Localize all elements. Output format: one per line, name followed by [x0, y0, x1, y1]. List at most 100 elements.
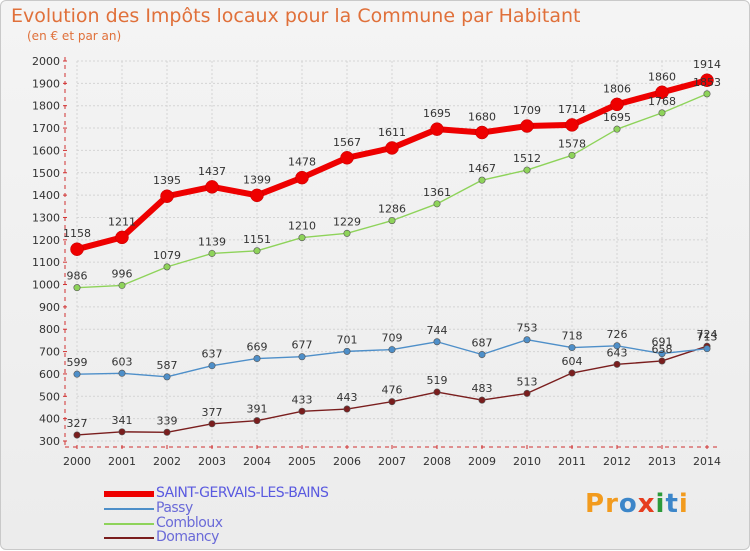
y-tick-label: 300	[39, 435, 60, 448]
data-point-passy	[478, 350, 486, 358]
data-point-passy	[253, 355, 261, 363]
data-point-passy	[433, 338, 441, 346]
data-point-passy	[208, 362, 216, 370]
data-label-passy: 587	[157, 359, 178, 372]
data-label-combloux: 996	[112, 267, 133, 280]
y-tick-label: 1700	[32, 122, 60, 135]
y-tick-label: 500	[39, 390, 60, 403]
data-point-saint-gervais	[475, 125, 489, 140]
data-label-saint-gervais: 1695	[423, 107, 451, 120]
data-label-passy: 599	[67, 356, 88, 369]
data-point-saint-gervais	[340, 151, 354, 165]
x-tick-label: 2009	[468, 455, 496, 468]
legend-swatch	[104, 491, 154, 497]
data-label-combloux: 1467	[468, 162, 496, 175]
data-point-passy	[613, 342, 621, 350]
data-label-passy: 677	[292, 339, 313, 352]
x-tick-label: 2014	[693, 455, 721, 468]
chart-title: Evolution des Impôts locaux pour la Comm…	[11, 5, 581, 27]
data-label-combloux: 1578	[558, 137, 586, 150]
data-label-saint-gervais: 1860	[648, 70, 676, 83]
x-tick-label: 2002	[153, 455, 181, 468]
data-point-domancy	[388, 398, 396, 406]
data-label-domancy: 658	[652, 343, 673, 356]
x-tick-label: 2006	[333, 455, 361, 468]
logo-letter: r	[605, 489, 619, 519]
data-point-domancy	[208, 420, 216, 428]
data-point-domancy	[298, 407, 306, 415]
data-label-saint-gervais: 1567	[333, 136, 361, 149]
data-point-combloux	[73, 284, 81, 292]
data-point-saint-gervais	[160, 189, 174, 203]
data-point-saint-gervais	[205, 180, 219, 194]
data-label-passy: 744	[427, 324, 448, 337]
data-point-domancy	[523, 389, 531, 397]
data-point-combloux	[568, 151, 576, 159]
data-point-domancy	[613, 360, 621, 368]
data-label-passy: 713	[697, 331, 718, 344]
data-label-combloux: 1079	[153, 249, 181, 262]
y-tick-label: 700	[39, 346, 60, 359]
y-tick-label: 1200	[32, 234, 60, 247]
data-point-domancy	[163, 428, 171, 436]
data-label-saint-gervais: 1714	[558, 103, 586, 116]
data-point-domancy	[73, 431, 81, 439]
y-tick-label: 1800	[32, 100, 60, 113]
data-label-domancy: 377	[202, 406, 223, 419]
y-tick-label: 900	[39, 301, 60, 314]
data-label-combloux: 1361	[423, 186, 451, 199]
data-label-domancy: 643	[607, 346, 628, 359]
logo-letter: t	[665, 489, 679, 519]
data-label-passy: 753	[517, 322, 538, 335]
data-label-domancy: 339	[157, 414, 178, 427]
chart-subtitle: (en € et par an)	[27, 29, 122, 43]
data-point-passy	[163, 373, 171, 381]
data-point-combloux	[343, 229, 351, 237]
logo-letter: x	[637, 489, 656, 519]
x-tick-label: 2005	[288, 455, 316, 468]
data-point-combloux	[253, 247, 261, 255]
data-point-combloux	[658, 109, 666, 117]
y-tick-label: 1000	[32, 279, 60, 292]
data-label-combloux: 1695	[603, 111, 631, 124]
x-tick-label: 2008	[423, 455, 451, 468]
data-point-domancy	[568, 369, 576, 377]
legend-label: Combloux	[156, 515, 223, 531]
data-point-passy	[298, 353, 306, 361]
y-tick-label: 400	[39, 413, 60, 426]
y-tick-label: 600	[39, 368, 60, 381]
x-tick-label: 2013	[648, 455, 676, 468]
data-label-saint-gervais: 1709	[513, 104, 541, 117]
data-point-combloux	[703, 90, 711, 98]
legend-swatch	[104, 523, 154, 525]
y-tick-label: 1100	[32, 256, 60, 269]
logo-letter: o	[618, 489, 638, 519]
x-tick-label: 2011	[558, 455, 586, 468]
data-point-combloux	[208, 249, 216, 257]
data-point-combloux	[478, 176, 486, 184]
data-label-saint-gervais: 1914	[693, 58, 721, 71]
data-point-saint-gervais	[565, 118, 579, 132]
x-tick-label: 2004	[243, 455, 271, 468]
data-point-saint-gervais	[520, 119, 534, 133]
data-point-saint-gervais	[700, 73, 714, 87]
data-label-combloux: 1210	[288, 220, 316, 233]
data-label-domancy: 443	[337, 391, 358, 404]
data-label-domancy: 327	[67, 417, 88, 430]
y-tick-label: 2000	[32, 55, 60, 68]
proxiti-logo: Proxiti	[585, 489, 689, 519]
data-label-domancy: 604	[562, 355, 583, 368]
y-tick-label: 1400	[32, 189, 60, 202]
y-tick-label: 1600	[32, 144, 60, 157]
axes: 300 400 500 600 700 800 900 1000 1100 1200 1300 140…	[32, 55, 721, 468]
data-label-passy: 726	[607, 328, 628, 341]
y-tick-label: 800	[39, 323, 60, 336]
data-point-passy	[388, 346, 396, 354]
x-tick-label: 2007	[378, 455, 406, 468]
data-label-combloux: 1286	[378, 203, 406, 216]
data-point-saint-gervais	[430, 122, 444, 136]
data-point-combloux	[613, 125, 621, 133]
data-label-combloux: 1229	[333, 215, 361, 228]
